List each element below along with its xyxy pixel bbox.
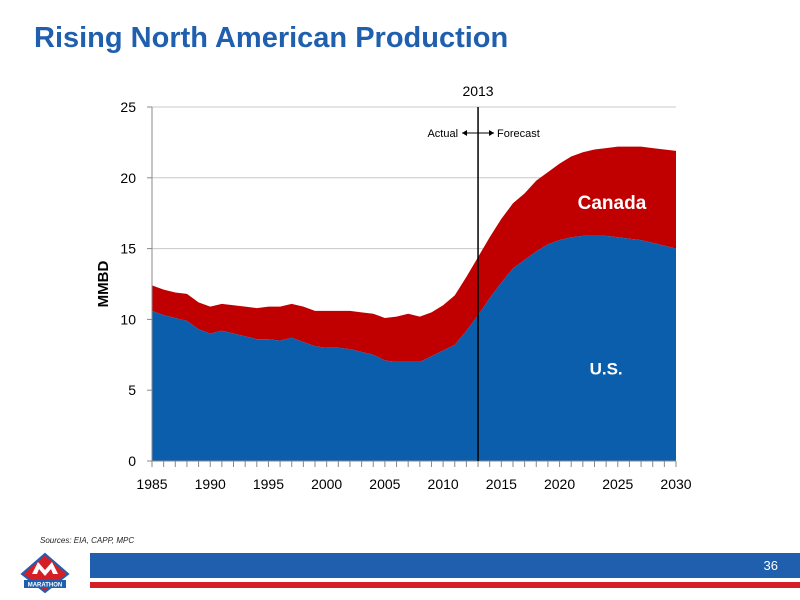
sources-note: Sources: EIA, CAPP, MPC [40, 536, 135, 545]
forecast-label: Forecast [497, 128, 540, 140]
chart-areas [152, 146, 676, 461]
page-number: 36 [763, 558, 778, 573]
x-tick-label: 2005 [369, 476, 400, 492]
y-tick-label: 20 [120, 170, 136, 186]
y-tick-label: 0 [128, 453, 136, 469]
series-area-us [152, 235, 676, 461]
x-tick-label: 2015 [486, 476, 517, 492]
marker-label: 2013 [462, 83, 493, 99]
series-label-us: U.S. [590, 360, 623, 379]
y-tick-label: 10 [120, 311, 136, 327]
x-tick-label: 1990 [195, 476, 226, 492]
x-tick-label: 2000 [311, 476, 342, 492]
x-tick-label: 2025 [602, 476, 633, 492]
marker-arrow-right [489, 130, 495, 136]
chart-axes [147, 106, 677, 467]
svg-text:MARATHON: MARATHON [28, 583, 63, 589]
series-label-canada: Canada [578, 193, 647, 214]
y-axis-label: MMBD [95, 261, 112, 308]
y-tick-label: 15 [120, 241, 136, 257]
footer-bar [90, 553, 800, 578]
actual-label: Actual [427, 128, 458, 140]
x-tick-label: 2010 [428, 476, 459, 492]
marathon-logo: MARATHON [20, 552, 70, 594]
series-area-canada [152, 146, 676, 362]
y-tick-label: 25 [120, 99, 136, 115]
x-tick-label: 1985 [136, 476, 167, 492]
footer-stripe [90, 582, 800, 588]
x-tick-label: 2030 [660, 476, 691, 492]
x-tick-label: 2020 [544, 476, 575, 492]
x-tick-label: 1995 [253, 476, 284, 492]
marker-arrow-left [462, 130, 468, 136]
y-tick-label: 5 [128, 382, 136, 398]
slide-title: Rising North American Production [34, 22, 509, 54]
